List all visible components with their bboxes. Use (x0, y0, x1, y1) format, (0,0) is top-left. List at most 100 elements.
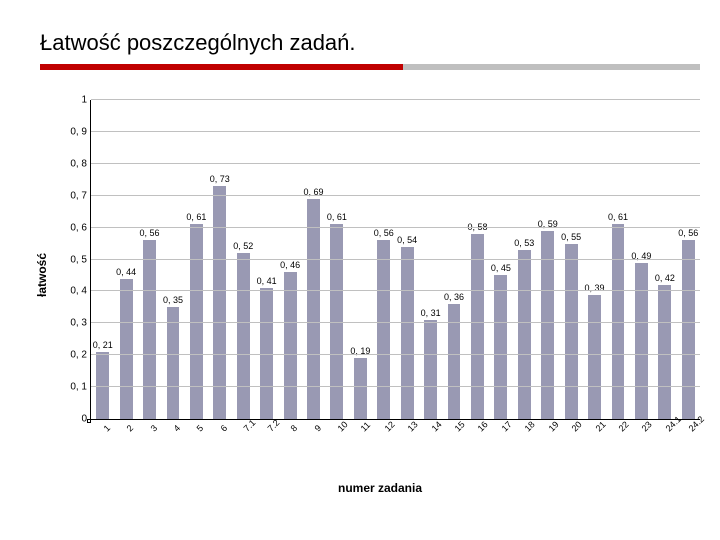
x-axis-label: numer zadania (338, 481, 422, 495)
bar-slot: 0, 6122 (606, 100, 629, 419)
slide-title: Łatwość poszczególnych zadań. (40, 30, 700, 56)
bar-value-label: 0, 54 (397, 235, 417, 245)
x-tick-label: 6 (220, 425, 227, 432)
bar (424, 320, 437, 419)
bar (377, 240, 390, 419)
x-tick-label: 12 (384, 425, 391, 432)
x-tick-label: 17 (501, 425, 508, 432)
gridline (91, 163, 700, 164)
x-tick-label: 7.1 (243, 425, 250, 432)
y-tick-label: 0, 8 (70, 158, 91, 169)
bar (658, 285, 671, 419)
underline-gray (403, 64, 700, 70)
y-tick-label: 1 (81, 95, 91, 106)
x-tick-label: 18 (524, 425, 531, 432)
bar-slot: 0, 3921 (583, 100, 606, 419)
bar (682, 240, 695, 419)
bar (494, 275, 507, 419)
plot-area: 0, 2110, 4420, 5630, 3540, 6150, 7360, 5… (90, 100, 700, 420)
bar-slot: 0, 354 (161, 100, 184, 419)
bar-value-label: 0, 61 (327, 212, 347, 222)
gridline (91, 227, 700, 228)
bar (143, 240, 156, 419)
bar (565, 244, 578, 419)
bar-slot: 0, 4224.1 (653, 100, 676, 419)
bar-value-label: 0, 21 (93, 340, 113, 350)
bar (167, 307, 180, 419)
x-tick-label: 2 (126, 425, 133, 432)
bar-value-label: 0, 61 (608, 212, 628, 222)
bar (635, 263, 648, 419)
bar-slot: 0, 5413 (395, 100, 418, 419)
x-tick-label: 13 (407, 425, 414, 432)
x-tick-label: 4 (173, 425, 180, 432)
x-tick-label: 5 (196, 425, 203, 432)
bar-value-label: 0, 61 (186, 212, 206, 222)
y-tick-label: 0, 9 (70, 126, 91, 137)
x-tick-label: 23 (641, 425, 648, 432)
bar-value-label: 0, 42 (655, 273, 675, 283)
bar-value-label: 0, 55 (561, 232, 581, 242)
bar-value-label: 0, 35 (163, 295, 183, 305)
bar-slot: 0, 5919 (536, 100, 559, 419)
bar (518, 250, 531, 419)
bar-value-label: 0, 36 (444, 292, 464, 302)
bar-slot: 0, 5624.2 (677, 100, 700, 419)
x-tick-label: 20 (571, 425, 578, 432)
x-tick-label: 15 (454, 425, 461, 432)
bar (354, 358, 367, 419)
bar (120, 279, 133, 419)
bar-slot: 0, 5318 (513, 100, 536, 419)
bar-slot: 0, 1911 (349, 100, 372, 419)
bar-value-label: 0, 44 (116, 267, 136, 277)
gridline (91, 195, 700, 196)
bar-value-label: 0, 73 (210, 174, 230, 184)
x-tick-label: 22 (618, 425, 625, 432)
bar-slot: 0, 699 (302, 100, 325, 419)
gridline (91, 259, 700, 260)
y-tick-label: 0, 1 (70, 382, 91, 393)
bar-value-label: 0, 45 (491, 263, 511, 273)
x-tick-label: 7.2 (267, 425, 274, 432)
bar-slot: 0, 417.2 (255, 100, 278, 419)
bar-value-label: 0, 46 (280, 260, 300, 270)
bar-value-label: 0, 53 (514, 238, 534, 248)
chart: łatwość numer zadania 0, 2110, 4420, 563… (60, 100, 700, 450)
gridline (91, 386, 700, 387)
x-tick-label: 9 (314, 425, 321, 432)
bar (588, 295, 601, 419)
bar (284, 272, 297, 419)
bar (471, 234, 484, 419)
bar-slot: 0, 3615 (442, 100, 465, 419)
bar-slot: 0, 3114 (419, 100, 442, 419)
x-tick-label: 3 (150, 425, 157, 432)
x-tick-label: 8 (290, 425, 297, 432)
x-tick-label: 24.1 (665, 425, 672, 432)
x-tick-label: 24.2 (688, 425, 695, 432)
y-tick-label: 0, 7 (70, 190, 91, 201)
bar-slot: 0, 468 (278, 100, 301, 419)
underline-red (40, 64, 403, 70)
x-tick-label: 10 (337, 425, 344, 432)
title-underline (40, 64, 700, 70)
bar-slot: 0, 5612 (372, 100, 395, 419)
bar-value-label: 0, 52 (233, 241, 253, 251)
bar-slot: 0, 615 (185, 100, 208, 419)
gridline (91, 322, 700, 323)
gridline (91, 131, 700, 132)
x-tick-label: 14 (431, 425, 438, 432)
bar-slot: 0, 527.1 (232, 100, 255, 419)
bar-slot: 0, 736 (208, 100, 231, 419)
bar-slot: 0, 5816 (466, 100, 489, 419)
bar-value-label: 0, 31 (421, 308, 441, 318)
bar (401, 247, 414, 419)
bar (237, 253, 250, 419)
x-tick-label: 11 (360, 425, 367, 432)
y-tick-label: 0, 4 (70, 286, 91, 297)
y-tick-label: 0, 3 (70, 318, 91, 329)
gridline (91, 290, 700, 291)
y-tick-label: 0, 6 (70, 222, 91, 233)
x-tick-label: 16 (477, 425, 484, 432)
bar-slot: 0, 6110 (325, 100, 348, 419)
bar-value-label: 0, 41 (257, 276, 277, 286)
